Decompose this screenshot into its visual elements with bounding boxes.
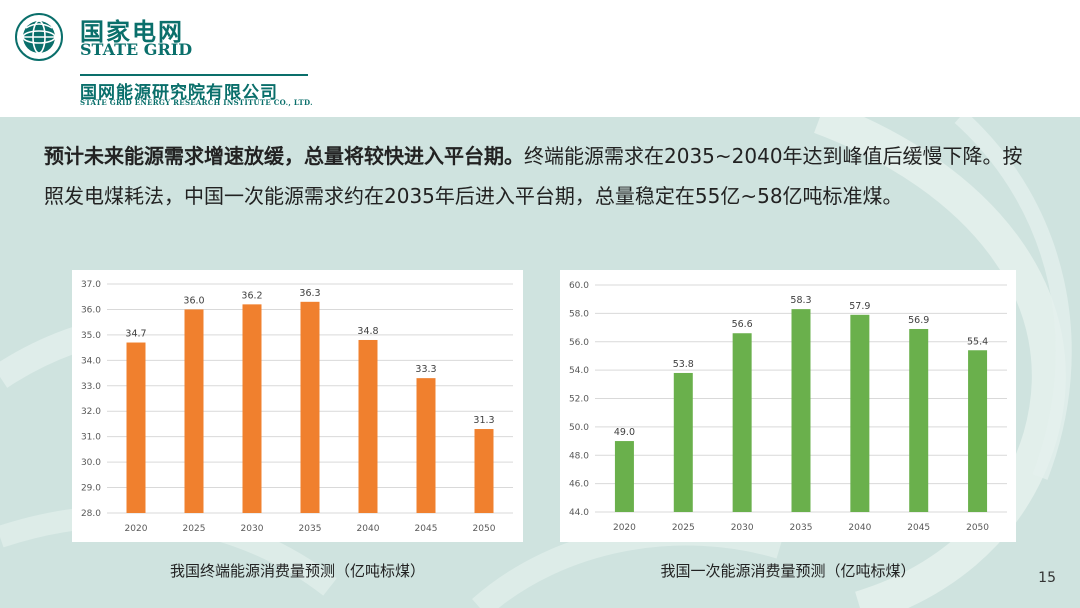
x-tick-label: 2050 (966, 523, 989, 533)
data-label: 56.9 (908, 315, 929, 326)
x-tick-label: 2030 (731, 523, 754, 533)
y-tick-label: 50.0 (569, 423, 589, 433)
y-tick-label: 52.0 (569, 395, 589, 405)
bar (358, 339, 378, 513)
y-tick-label: 35.0 (81, 331, 101, 341)
data-label: 55.4 (967, 336, 988, 347)
bar (242, 304, 262, 513)
data-label: 34.7 (125, 329, 146, 340)
header: 国家电网 STATE GRID 国网能源研究院有限公司 STATE GRID E… (0, 0, 1080, 117)
final-energy-chart-card: 28.0 29.0 30.0 31.0 32.0 33.0 34.0 35.0 36.0 37.0… (72, 270, 523, 542)
data-label: 57.9 (849, 301, 870, 312)
final-energy-bar-chart: 28.0 29.0 30.0 31.0 32.0 33.0 34.0 35.0 36.0 37.0… (81, 280, 513, 534)
data-label: 58.3 (790, 295, 811, 306)
data-label: 36.3 (299, 288, 320, 299)
data-label: 49.0 (614, 427, 635, 438)
page-number: 15 (1038, 570, 1056, 586)
data-label: 31.3 (473, 415, 494, 426)
y-tick-label: 33.0 (81, 382, 101, 392)
x-tick-label: 2045 (907, 523, 930, 533)
y-tick-label: 54.0 (569, 366, 589, 376)
x-tick-label: 2030 (241, 524, 264, 534)
x-tick-label: 2045 (415, 524, 438, 534)
bar (300, 301, 320, 513)
bar (614, 441, 634, 512)
y-tick-label: 44.0 (569, 508, 589, 518)
data-label: 36.0 (183, 295, 204, 306)
primary-energy-bar-chart: 44.0 46.0 48.0 50.0 52.0 54.0 56.0 58.0 60.0 49.0… (569, 281, 1007, 533)
bar (416, 378, 436, 513)
x-tick-label: 2025 (672, 523, 695, 533)
y-tick-label: 48.0 (569, 451, 589, 461)
x-tick-label: 2050 (473, 524, 496, 534)
y-tick-label: 30.0 (81, 458, 101, 468)
x-tick-label: 2035 (299, 524, 322, 534)
x-tick-label: 2020 (125, 524, 148, 534)
x-tick-label: 2040 (848, 523, 871, 533)
bar (909, 328, 929, 512)
x-tick-label: 2025 (183, 524, 206, 534)
data-label: 36.2 (241, 290, 262, 301)
institute-name-en: STATE GRID ENERGY RESEARCH INSTITUTE CO.… (80, 98, 313, 107)
y-tick-label: 28.0 (81, 509, 101, 519)
y-tick-label: 34.0 (81, 356, 101, 366)
bar (474, 429, 494, 513)
institute-name-cn: 国网能源研究院有限公司 (80, 83, 278, 103)
y-tick-label: 32.0 (81, 407, 101, 417)
y-tick-label: 56.0 (569, 338, 589, 348)
y-tick-label: 37.0 (81, 280, 101, 290)
final-energy-chart-caption: 我国终端能源消费量预测（亿吨标煤） (169, 562, 425, 580)
y-tick-label: 58.0 (569, 309, 589, 319)
y-tick-label: 31.0 (81, 433, 101, 443)
brand-name-cn: 国家电网 (80, 18, 184, 46)
bar (184, 309, 204, 513)
x-tick-label: 2020 (613, 523, 636, 533)
data-label: 34.8 (357, 326, 378, 337)
y-tick-label: 60.0 (569, 281, 589, 291)
intro-lead: 预计未来能源需求增速放缓，总量将较快进入平台期。 (44, 144, 524, 168)
bar (791, 309, 811, 512)
globe-logo-icon (15, 13, 63, 61)
y-tick-label: 46.0 (569, 480, 589, 490)
bar (732, 333, 752, 512)
x-tick-label: 2035 (790, 523, 813, 533)
data-label: 56.6 (732, 319, 753, 330)
y-tick-label: 36.0 (81, 305, 101, 315)
bar (126, 342, 146, 513)
x-tick-label: 2040 (357, 524, 380, 534)
header-divider (80, 74, 308, 76)
bar (850, 314, 870, 512)
intro-body: 终端能源需求在2035~2040年达到峰值后缓慢下降。按照发电煤耗法，中国一次能… (44, 144, 1023, 208)
data-label: 33.3 (415, 364, 436, 375)
y-tick-label: 29.0 (81, 484, 101, 494)
primary-energy-chart-card: 44.0 46.0 48.0 50.0 52.0 54.0 56.0 58.0 60.0 49.0… (560, 270, 1016, 542)
primary-energy-chart-caption: 我国一次能源消费量预测（亿吨标煤） (660, 562, 916, 580)
bar (968, 350, 988, 512)
bar (673, 372, 693, 512)
data-label: 53.8 (673, 359, 694, 370)
brand-name-en: STATE GRID (80, 40, 193, 59)
intro-paragraph: 预计未来能源需求增速放缓，总量将较快进入平台期。终端能源需求在2035~2040… (44, 136, 1040, 216)
